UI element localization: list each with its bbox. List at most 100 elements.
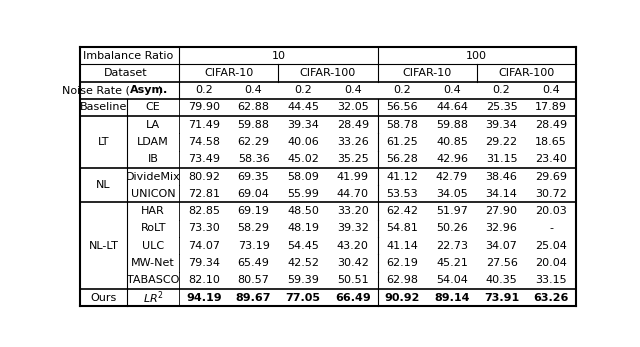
Text: 45.21: 45.21 — [436, 258, 468, 268]
Text: 73.30: 73.30 — [188, 223, 220, 234]
Text: NL-LT: NL-LT — [88, 241, 118, 251]
Text: 17.89: 17.89 — [535, 102, 567, 112]
Text: 77.05: 77.05 — [285, 293, 321, 303]
Text: 30.72: 30.72 — [535, 189, 567, 199]
Text: 48.50: 48.50 — [287, 206, 319, 216]
Text: 39.32: 39.32 — [337, 223, 369, 234]
Text: 69.19: 69.19 — [237, 206, 269, 216]
Text: 0.2: 0.2 — [294, 85, 312, 95]
Text: 41.99: 41.99 — [337, 171, 369, 181]
Text: 31.15: 31.15 — [486, 154, 517, 164]
Text: 0.2: 0.2 — [195, 85, 213, 95]
Text: LDAM: LDAM — [138, 137, 169, 147]
Text: 54.45: 54.45 — [287, 241, 319, 251]
Text: TABASCO: TABASCO — [127, 275, 179, 285]
Text: 0.2: 0.2 — [394, 85, 412, 95]
Text: 69.35: 69.35 — [237, 171, 269, 181]
Text: 66.49: 66.49 — [335, 293, 371, 303]
Text: 44.45: 44.45 — [287, 102, 319, 112]
Text: 33.26: 33.26 — [337, 137, 369, 147]
Text: 58.29: 58.29 — [237, 223, 269, 234]
Text: ): ) — [157, 85, 161, 95]
Text: -: - — [549, 223, 553, 234]
Text: 71.49: 71.49 — [188, 120, 220, 130]
Text: 69.04: 69.04 — [237, 189, 269, 199]
Text: HAR: HAR — [141, 206, 165, 216]
Text: 50.51: 50.51 — [337, 275, 369, 285]
Text: 41.12: 41.12 — [387, 171, 419, 181]
Text: 54.81: 54.81 — [387, 223, 419, 234]
Text: 59.39: 59.39 — [287, 275, 319, 285]
Text: CIFAR-100: CIFAR-100 — [300, 68, 356, 78]
Text: 73.19: 73.19 — [237, 241, 269, 251]
Text: Noise Rate (: Noise Rate ( — [61, 85, 129, 95]
Text: 25.35: 25.35 — [486, 102, 518, 112]
Text: 51.97: 51.97 — [436, 206, 468, 216]
Text: 30.42: 30.42 — [337, 258, 369, 268]
Text: 22.73: 22.73 — [436, 241, 468, 251]
Text: IB: IB — [148, 154, 159, 164]
Text: 0.4: 0.4 — [542, 85, 560, 95]
Text: 44.64: 44.64 — [436, 102, 468, 112]
Text: 25.04: 25.04 — [535, 241, 567, 251]
Text: 41.14: 41.14 — [387, 241, 419, 251]
Text: 42.79: 42.79 — [436, 171, 468, 181]
Text: 29.22: 29.22 — [486, 137, 518, 147]
Text: 74.58: 74.58 — [188, 137, 220, 147]
Text: 62.98: 62.98 — [387, 275, 419, 285]
Text: LA: LA — [146, 120, 160, 130]
Text: 39.34: 39.34 — [486, 120, 518, 130]
Text: 45.02: 45.02 — [287, 154, 319, 164]
Text: CIFAR-100: CIFAR-100 — [499, 68, 554, 78]
Text: 0.4: 0.4 — [443, 85, 461, 95]
Text: 32.96: 32.96 — [486, 223, 518, 234]
Text: 65.49: 65.49 — [237, 258, 269, 268]
Text: 50.26: 50.26 — [436, 223, 468, 234]
Text: DivideMix: DivideMix — [126, 171, 180, 181]
Text: 38.46: 38.46 — [486, 171, 518, 181]
Text: 55.99: 55.99 — [287, 189, 319, 199]
Text: 90.92: 90.92 — [385, 293, 420, 303]
Text: 40.35: 40.35 — [486, 275, 518, 285]
Text: 56.56: 56.56 — [387, 102, 418, 112]
Text: 56.28: 56.28 — [387, 154, 419, 164]
Text: 59.88: 59.88 — [237, 120, 269, 130]
Text: 44.70: 44.70 — [337, 189, 369, 199]
Text: 28.49: 28.49 — [535, 120, 567, 130]
Text: 33.20: 33.20 — [337, 206, 369, 216]
Text: 89.14: 89.14 — [435, 293, 470, 303]
Text: 74.07: 74.07 — [188, 241, 220, 251]
Text: 58.78: 58.78 — [387, 120, 419, 130]
Text: 89.67: 89.67 — [236, 293, 271, 303]
Text: $LR^2$: $LR^2$ — [143, 289, 164, 306]
Text: 40.85: 40.85 — [436, 137, 468, 147]
Text: 0.2: 0.2 — [493, 85, 511, 95]
Text: 34.07: 34.07 — [486, 241, 518, 251]
Text: 62.88: 62.88 — [237, 102, 269, 112]
Text: 33.15: 33.15 — [536, 275, 567, 285]
Text: 43.20: 43.20 — [337, 241, 369, 251]
Text: 48.19: 48.19 — [287, 223, 319, 234]
Text: 34.14: 34.14 — [486, 189, 518, 199]
Text: 80.57: 80.57 — [237, 275, 269, 285]
Text: 79.90: 79.90 — [188, 102, 220, 112]
Text: 27.56: 27.56 — [486, 258, 518, 268]
Text: 100: 100 — [467, 51, 487, 61]
Text: 35.25: 35.25 — [337, 154, 369, 164]
Text: 39.34: 39.34 — [287, 120, 319, 130]
Text: 82.85: 82.85 — [188, 206, 220, 216]
Text: 23.40: 23.40 — [535, 154, 567, 164]
Text: 59.88: 59.88 — [436, 120, 468, 130]
Text: CE: CE — [146, 102, 161, 112]
Text: 28.49: 28.49 — [337, 120, 369, 130]
Text: 0.4: 0.4 — [244, 85, 262, 95]
Text: 62.29: 62.29 — [237, 137, 269, 147]
Text: 0.4: 0.4 — [344, 85, 362, 95]
Text: 62.19: 62.19 — [387, 258, 419, 268]
Text: 63.26: 63.26 — [534, 293, 569, 303]
Text: 72.81: 72.81 — [188, 189, 220, 199]
Text: 27.90: 27.90 — [486, 206, 518, 216]
Text: 61.25: 61.25 — [387, 137, 419, 147]
Text: 42.52: 42.52 — [287, 258, 319, 268]
Text: Imbalance Ratio: Imbalance Ratio — [83, 51, 173, 61]
